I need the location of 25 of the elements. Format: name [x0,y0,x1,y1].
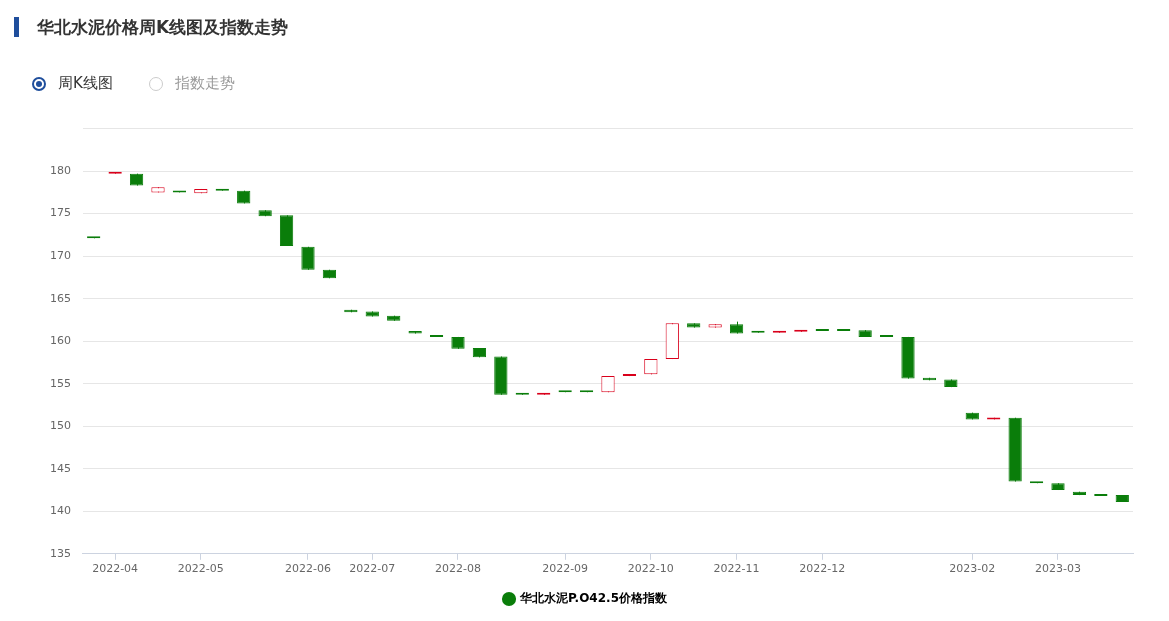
y-tick-label: 155 [50,376,71,390]
y-tick-label: 180 [50,163,71,177]
y-tick-label: 175 [50,206,71,220]
x-tick-label: 2022-04 [92,562,139,576]
y-tick-label: 160 [50,334,71,348]
y-tick-label: 150 [50,419,71,433]
x-tick-label: 2023-02 [949,562,996,576]
y-tick-label: 165 [50,291,71,305]
x-tick-label: 2022-09 [542,562,589,576]
chart-title: 华北水泥价格周K线图及指数走势 [37,15,289,39]
text: 周K线图 [58,74,113,93]
y-tick-label: 135 [50,546,71,560]
legend-label: 华北水泥P.O42.5价格指数 [519,591,668,606]
x-tick-label: 2022-07 [349,562,396,576]
x-tick-label: 2022-10 [627,562,674,576]
x-tick-label: 2022-08 [435,562,481,576]
y-tick-label: 140 [50,504,71,518]
x-tick-label: 2022-12 [799,562,846,576]
text: 指数走势 [174,74,235,93]
x-tick-label: 2022-05 [177,562,224,576]
x-tick-label: 2022-11 [713,562,760,576]
x-tick-label: 2022-06 [285,562,331,576]
y-tick-label: 145 [50,461,71,475]
y-tick-label: 170 [50,249,71,263]
x-tick-label: 2023-03 [1035,562,1081,576]
